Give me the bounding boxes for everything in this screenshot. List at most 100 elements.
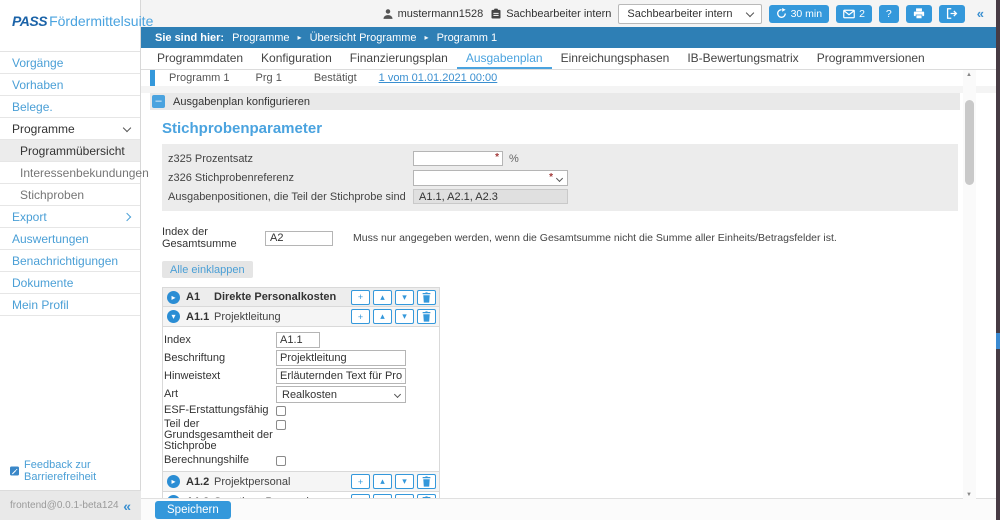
esf-checkbox[interactable] — [276, 406, 286, 416]
move-down-button[interactable]: ▾ — [395, 289, 414, 305]
row-index: A1 — [186, 291, 201, 303]
role-select-value: Sachbearbeiter intern — [627, 7, 733, 20]
detail-hint-input[interactable] — [276, 368, 406, 384]
sidebar-item-interessenbekundungen[interactable]: Interessenbekundungen — [0, 162, 149, 184]
window-scrollbar[interactable] — [996, 0, 1000, 520]
sidebar-item-label: Stichproben — [20, 187, 85, 202]
printer-icon — [913, 8, 924, 19]
detail-caption-input[interactable] — [276, 350, 406, 366]
scroll-up-icon[interactable]: ▲ — [966, 72, 972, 78]
percent-input[interactable] — [413, 151, 503, 166]
logout-button[interactable] — [938, 4, 965, 23]
add-row-button[interactable]: + — [351, 494, 370, 498]
add-row-button[interactable]: + — [351, 309, 370, 324]
username-label: mustermann1528 — [397, 7, 484, 20]
move-down-button[interactable]: ▾ — [395, 309, 414, 324]
add-row-button[interactable]: + — [351, 289, 370, 305]
role-badge-icon — [491, 8, 501, 18]
calc-checkbox[interactable] — [276, 456, 286, 466]
breadcrumb-prefix: Sie sind hier: — [155, 31, 225, 44]
header-collapse-button[interactable]: « — [976, 6, 984, 21]
move-down-button[interactable]: ▾ — [395, 494, 414, 498]
total-index-hint: Muss nur angegeben werden, wenn die Gesa… — [353, 232, 837, 244]
help-button[interactable]: ? — [878, 4, 899, 23]
sidebar-item-stichproben[interactable]: Stichproben — [0, 184, 140, 206]
table-row-a1-2: ▸ A1.2 Projektpersonal + ▴ ▾ — [162, 472, 440, 492]
move-up-button[interactable]: ▴ — [373, 474, 392, 489]
expand-icon[interactable]: ▸ — [167, 475, 180, 488]
sidebar-item-programme[interactable]: Programme — [0, 118, 140, 140]
detail-index-input[interactable] — [276, 332, 320, 348]
trash-icon — [422, 291, 431, 303]
top-header: mustermann1528 Sachbearbeiter intern Sac… — [141, 0, 996, 27]
delete-row-button[interactable] — [417, 309, 436, 324]
save-button[interactable]: Speichern — [155, 501, 231, 519]
delete-row-button[interactable] — [417, 289, 436, 305]
expense-position-table: ▸ A1 Direkte Personalkosten + ▴ ▾ ▾ A1.1… — [162, 287, 440, 498]
sidebar-item-auswertungen[interactable]: Auswertungen — [0, 228, 140, 250]
move-up-button[interactable]: ▴ — [373, 289, 392, 305]
chevron-down-icon — [122, 123, 132, 132]
feedback-link[interactable]: Feedback zur Barrierefreiheit — [0, 454, 141, 488]
sidebar-item-benachrichtigungen[interactable]: Benachrichtigungen — [0, 250, 140, 272]
breadcrumb-programme[interactable]: Programme — [232, 31, 290, 44]
sidebar-nav: Vorgänge Vorhaben Belege. Programme Prog… — [0, 51, 149, 316]
help-icon: ? — [885, 7, 892, 20]
reference-label: z326 Stichprobenreferenz — [168, 171, 294, 184]
program-version-link[interactable]: 1 vom 01.01.2021 00:00 — [378, 72, 498, 84]
tab-bar: Programmdaten Konfiguration Finanzierung… — [141, 48, 996, 70]
section-collapse-button[interactable]: – — [152, 95, 165, 108]
sidebar-item-mein-profil[interactable]: Mein Profil — [0, 294, 140, 316]
row-index: A1.1 — [186, 310, 210, 323]
delete-row-button[interactable] — [417, 494, 436, 498]
sample-checkbox[interactable] — [276, 420, 286, 430]
section-header: – Ausgabenplan konfigurieren — [150, 93, 960, 110]
sidebar-item-belege[interactable]: Belege. — [0, 96, 140, 118]
percent-suffix: % — [509, 152, 519, 165]
sidebar-item-vorhaben[interactable]: Vorhaben — [0, 74, 140, 96]
print-button[interactable] — [905, 4, 932, 23]
content-scrollbar[interactable]: ▲ ▼ — [963, 70, 976, 500]
sidebar-item-export[interactable]: Export — [0, 206, 140, 228]
messages-button[interactable]: 2 — [836, 4, 872, 23]
sidebar-footer: frontend@0.0.1-beta124 « — [0, 490, 141, 520]
feedback-pencil-icon — [10, 466, 20, 476]
window-scrollbar-thumb[interactable] — [996, 333, 1000, 349]
total-index-input[interactable] — [265, 230, 333, 246]
breadcrumb-programm-1[interactable]: Programm 1 — [436, 31, 498, 44]
tab-programmdaten[interactable]: Programmdaten — [157, 51, 244, 65]
tab-finanzierungsplan[interactable]: Finanzierungsplan — [349, 51, 448, 65]
chevron-down-icon — [393, 390, 402, 399]
tab-konfiguration[interactable]: Konfiguration — [261, 51, 332, 65]
add-row-button[interactable]: + — [351, 474, 370, 489]
sidebar-item-label: Export — [12, 209, 47, 224]
delete-row-button[interactable] — [417, 474, 436, 489]
breadcrumb-separator-icon: ▸ — [424, 33, 429, 42]
tab-ausgabenplan[interactable]: Ausgabenplan — [457, 48, 552, 69]
scrollbar-thumb[interactable] — [965, 100, 974, 185]
tab-programmversionen[interactable]: Programmversionen — [816, 51, 925, 65]
tab-einreichungsphasen[interactable]: Einreichungsphasen — [560, 51, 670, 65]
expand-icon[interactable]: ▸ — [167, 290, 180, 304]
content-panel: Stichprobenparameter z325 Prozentsatz * … — [150, 110, 960, 498]
section-title: Ausgabenplan konfigurieren — [173, 95, 310, 108]
reference-select[interactable]: * — [413, 169, 568, 186]
role-select[interactable]: Sachbearbeiter intern — [618, 3, 762, 24]
sidebar-item-dokumente[interactable]: Dokumente — [0, 272, 140, 294]
collapse-all-button[interactable]: Alle einklappen — [162, 261, 253, 278]
move-up-button[interactable]: ▴ — [373, 494, 392, 498]
sidebar-item-vorgaenge[interactable]: Vorgänge — [0, 52, 140, 74]
scroll-down-icon[interactable]: ▼ — [966, 492, 972, 498]
sidebar-collapse-button[interactable]: « — [123, 497, 131, 514]
sidebar: PASS Fördermittelsuite Vorgänge Vorhaben … — [0, 0, 153, 520]
collapse-icon[interactable]: ▾ — [167, 310, 180, 323]
expand-icon[interactable]: ▸ — [167, 495, 180, 498]
move-down-button[interactable]: ▾ — [395, 474, 414, 489]
sidebar-item-programmuebersicht[interactable]: Programmübersicht — [0, 140, 140, 162]
move-up-button[interactable]: ▴ — [373, 309, 392, 324]
breadcrumb-uebersicht-programme[interactable]: Übersicht Programme — [309, 31, 417, 44]
session-refresh-button[interactable]: 30 min — [768, 4, 830, 23]
bottom-action-bar: Speichern — [141, 498, 996, 520]
tab-ib-bewertungsmatrix[interactable]: IB-Bewertungsmatrix — [687, 51, 799, 65]
detail-type-select[interactable]: Realkosten — [276, 386, 406, 403]
